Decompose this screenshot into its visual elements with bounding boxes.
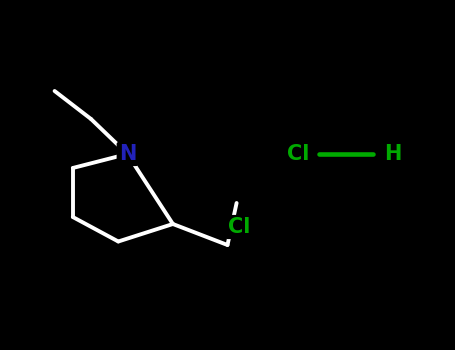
Text: H: H [384,144,402,164]
Text: Cl: Cl [228,217,250,237]
Text: Cl: Cl [287,144,309,164]
Text: N: N [119,144,136,164]
